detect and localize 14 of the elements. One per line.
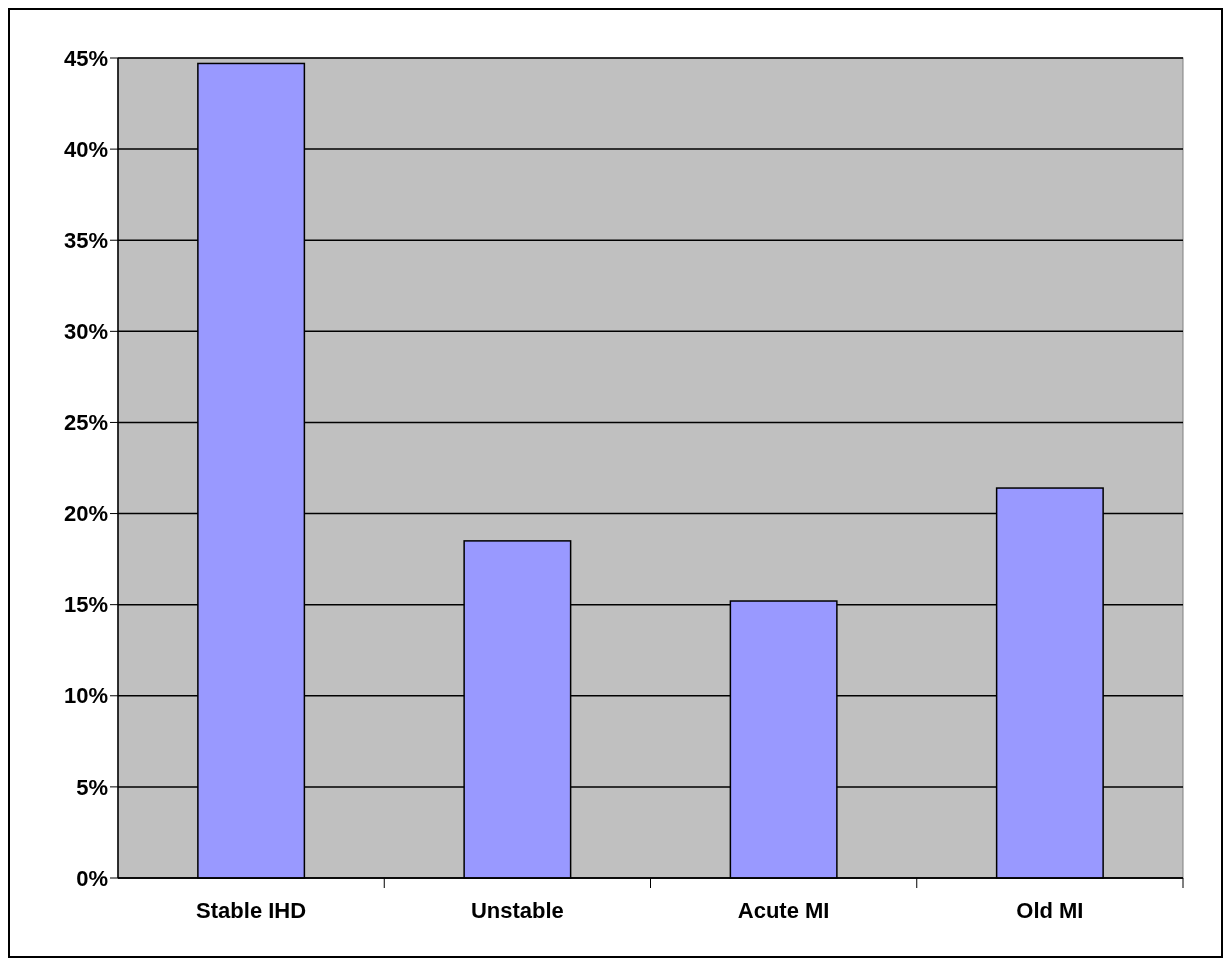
y-tick-label: 35% <box>63 227 108 253</box>
y-tick-label: 5% <box>76 774 108 800</box>
x-tick-label: Acute MI <box>737 898 830 923</box>
y-tick-label: 15% <box>63 592 108 618</box>
x-tick-label: Stable IHD <box>196 898 307 923</box>
y-tick-label: 20% <box>63 501 108 527</box>
y-tick-label: 45% <box>63 45 108 71</box>
y-tick-label: 0% <box>76 865 108 891</box>
y-tick-label: 10% <box>63 683 108 709</box>
y-tick-label: 30% <box>63 319 108 345</box>
y-tick-label: 40% <box>63 136 108 162</box>
y-tick-label: 25% <box>63 410 108 436</box>
x-tick-label: Old MI <box>1016 898 1084 923</box>
x-tick-label: Unstable <box>470 898 564 923</box>
